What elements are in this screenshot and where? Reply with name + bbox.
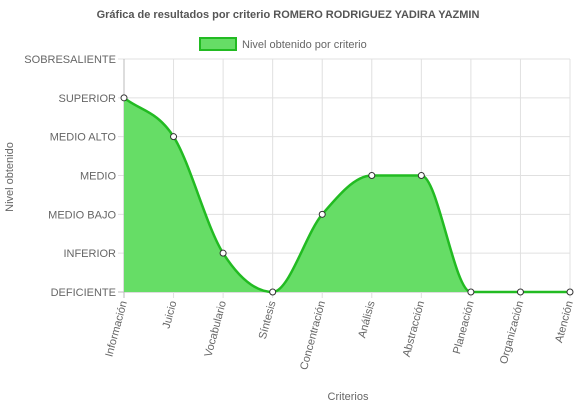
y-tick-label: SOBRESALIENTE [24,54,116,66]
data-point[interactable] [566,288,574,296]
data-point[interactable] [219,249,227,257]
legend[interactable]: Nivel obtenido por criterio [199,37,367,51]
data-point[interactable] [516,288,524,296]
y-tick-label: INFERIOR [63,248,116,260]
data-point[interactable] [318,210,326,218]
legend-swatch [199,37,237,51]
series-layer [120,94,574,296]
data-point[interactable] [120,94,128,102]
x-tick-label: Abstracción [401,300,427,359]
y-tick-label: MEDIO BAJO [48,209,116,221]
series-area [124,97,570,292]
data-point[interactable] [467,288,475,296]
data-point[interactable] [170,133,178,141]
y-tick-label: MEDIO [80,171,117,183]
chart-title: Gráfica de resultados por criterio ROMER… [97,9,480,21]
y-ticks: DEFICIENTE INFERIOR MEDIO BAJO MEDIO MEDIO A… [24,54,116,299]
x-tick-label: Organización [498,300,526,366]
x-tick-label: Vocabulario [203,300,229,359]
data-point[interactable] [269,288,277,296]
x-tick-label: Planeación [451,300,477,356]
x-tick-label: Síntesis [257,299,279,340]
y-tick-label: DEFICIENTE [51,287,116,299]
data-point[interactable] [368,172,376,179]
x-tick-label: Análisis [356,299,378,339]
x-tick-label: Información [103,300,129,359]
y-tick-label: SUPERIOR [59,93,117,105]
legend-label: Nivel obtenido por criterio [242,39,367,51]
series-line [123,96,570,294]
x-axis-title: Criterios [328,391,369,403]
x-tick-label: Atención [553,300,574,344]
x-ticks: Información Juicio Vocabulario Síntesis Conc… [103,299,574,371]
data-point[interactable] [417,172,425,179]
x-tick-label: Juicio [161,300,180,330]
y-axis-title: Nivel obtenido [4,142,16,212]
x-tick-label: Concentración [298,300,328,372]
y-tick-label: MEDIO ALTO [50,132,117,144]
